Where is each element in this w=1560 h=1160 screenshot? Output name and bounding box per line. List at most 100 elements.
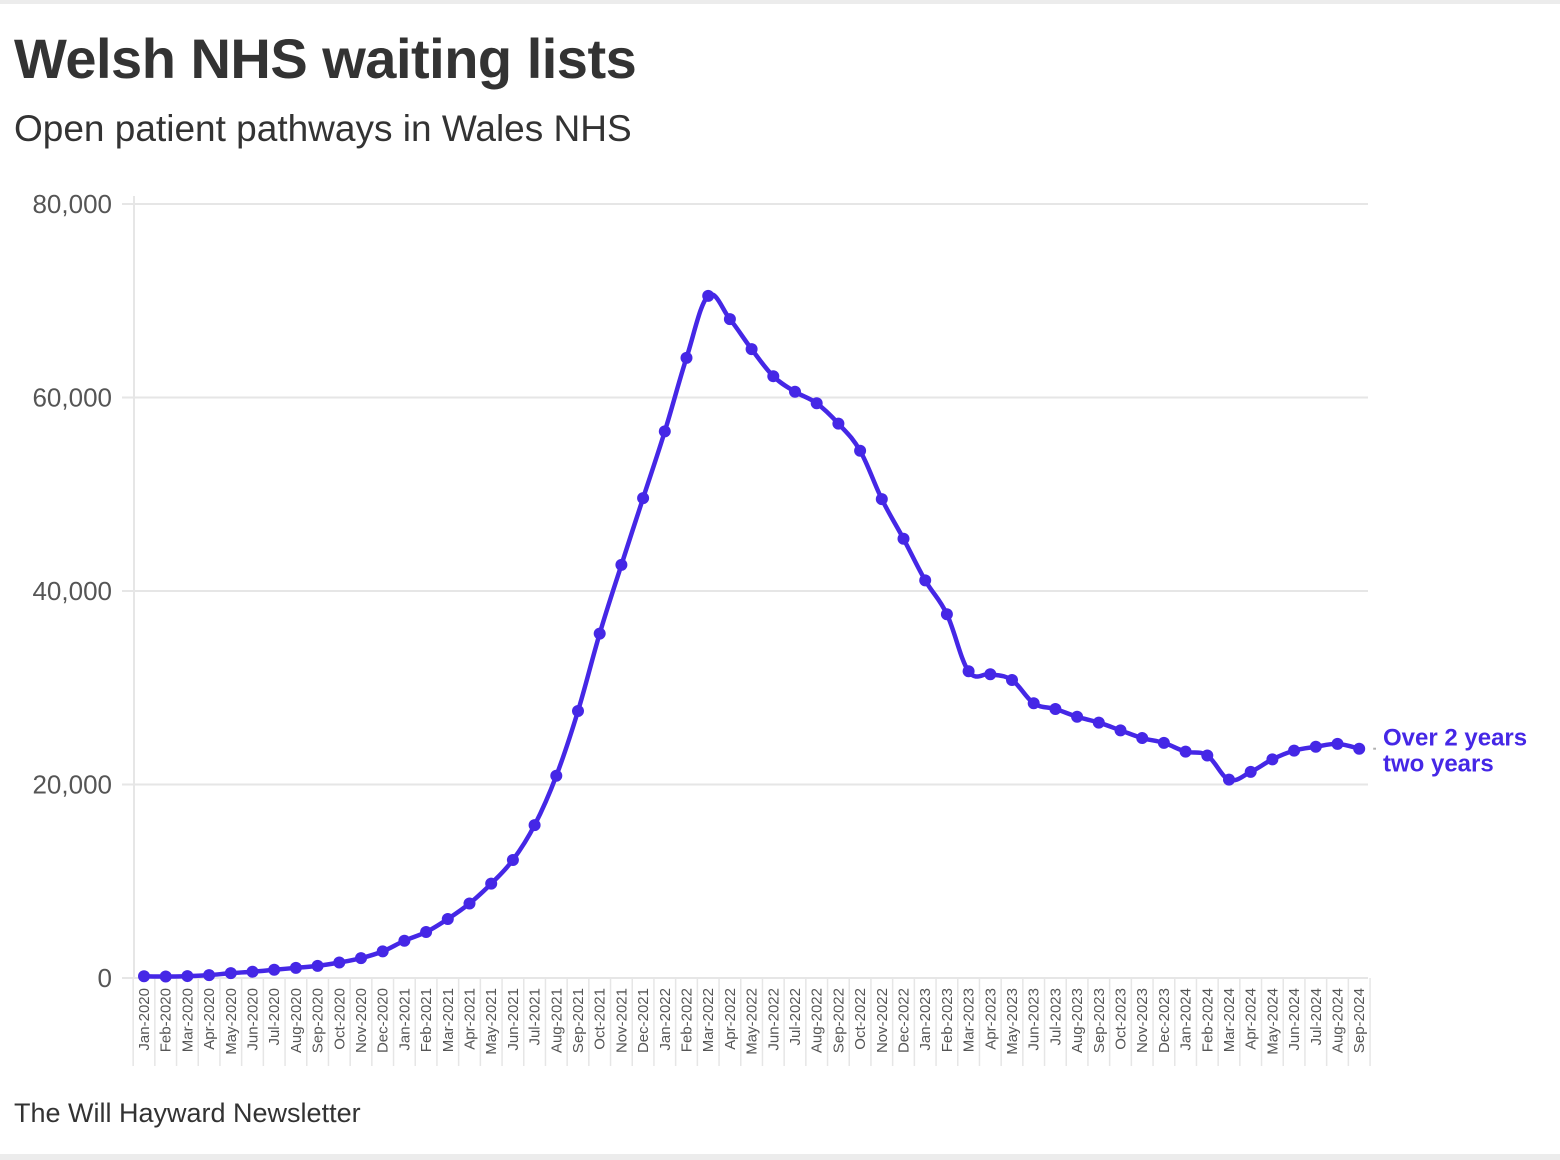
bottom-border (0, 1154, 1560, 1160)
series-end-label: two years (1383, 751, 1494, 778)
x-tick-label: Feb-2022 (679, 988, 696, 1052)
x-tick-label: Sep-2021 (570, 988, 587, 1053)
data-point (593, 627, 606, 640)
x-tick-label: Jan-2023 (917, 988, 934, 1051)
x-tick-label: Nov-2021 (613, 988, 630, 1053)
x-tick-label: Dec-2022 (896, 988, 913, 1053)
x-tick-label: Nov-2022 (874, 988, 891, 1053)
data-point (637, 492, 650, 505)
series-end-label: Over 2 years (1383, 725, 1527, 752)
x-tick-label: Mar-2023 (961, 988, 978, 1052)
data-point (1244, 765, 1257, 778)
data-point (854, 444, 867, 457)
data-point (984, 668, 997, 681)
x-tick-label: Jul-2022 (787, 988, 804, 1046)
data-point (680, 351, 693, 364)
data-point (355, 952, 367, 965)
data-point (506, 853, 519, 866)
x-tick-label: Aug-2023 (1069, 988, 1086, 1053)
data-point (723, 313, 736, 326)
data-point (463, 897, 476, 910)
data-point (181, 970, 194, 983)
x-tick-label: Sep-2024 (1351, 988, 1368, 1053)
data-point (767, 370, 780, 383)
x-tick-label: Jul-2023 (1047, 988, 1064, 1046)
data-point (789, 385, 801, 398)
x-tick-label: Mar-2020 (179, 988, 196, 1052)
data-point (1092, 716, 1105, 729)
x-tick-label: May-2023 (1004, 988, 1021, 1055)
data-point (1223, 773, 1235, 786)
data-point (1157, 736, 1170, 749)
x-tick-label: Dec-2023 (1156, 988, 1173, 1053)
x-tick-label: Jun-2021 (505, 988, 522, 1051)
x-tick-label: Apr-2021 (462, 988, 479, 1050)
data-point (615, 558, 628, 571)
x-tick-label: Jun-2024 (1286, 988, 1303, 1051)
x-tick-label: Jan-2024 (1178, 988, 1195, 1051)
data-point (311, 959, 324, 972)
data-point (398, 934, 411, 947)
x-tick-label: Sep-2020 (310, 988, 327, 1053)
x-tick-label: Aug-2022 (809, 988, 826, 1053)
top-border (0, 0, 1560, 4)
data-point (1179, 745, 1192, 758)
data-point (1049, 703, 1062, 716)
data-point (528, 819, 541, 832)
data-point (1331, 737, 1344, 750)
x-tick-label: May-2021 (483, 988, 500, 1055)
data-point (1353, 742, 1366, 755)
x-tick-label: Feb-2020 (158, 988, 175, 1052)
data-point (138, 970, 150, 983)
x-tick-label: Aug-2024 (1330, 988, 1347, 1053)
x-tick-label: Sep-2022 (830, 988, 847, 1053)
data-point (289, 961, 302, 974)
chart-subtitle: Open patient pathways in Wales NHS (14, 108, 632, 149)
x-tick-label: Jan-2021 (396, 988, 413, 1051)
x-tick-label: Mar-2021 (440, 988, 457, 1052)
x-tick-label: Mar-2022 (700, 988, 717, 1052)
x-tick-label: Jan-2020 (136, 988, 153, 1051)
x-tick-label: Feb-2021 (418, 988, 435, 1052)
data-point (745, 343, 758, 356)
x-tick-label: Jan-2022 (657, 988, 674, 1051)
x-tick-label: Jul-2020 (266, 988, 283, 1046)
grid-lines (122, 203, 1368, 979)
y-axis: 0 20,000 40,000 60,000 80,000 (32, 189, 135, 993)
data-point (441, 912, 454, 925)
x-tick-label: Mar-2024 (1221, 988, 1238, 1052)
x-tick-label: Oct-2022 (852, 988, 869, 1050)
data-point (224, 967, 237, 980)
x-tick-label: Dec-2020 (375, 988, 392, 1053)
x-tick-label: Oct-2020 (331, 988, 348, 1050)
data-point (485, 877, 498, 890)
data-point (875, 493, 888, 506)
x-tick-label: Dec-2021 (635, 988, 652, 1053)
source-footer: The Will Hayward Newsletter (14, 1098, 361, 1128)
data-point (159, 970, 172, 983)
data-point (333, 956, 346, 969)
x-tick-label: Apr-2020 (201, 988, 218, 1050)
data-point (658, 425, 671, 438)
data-point (1114, 724, 1127, 737)
data-point (1136, 732, 1149, 745)
data-point (1006, 674, 1018, 687)
x-tick-label: May-2024 (1264, 988, 1281, 1055)
data-point (1309, 740, 1322, 753)
x-tick-label: Apr-2023 (982, 988, 999, 1050)
data-point (1201, 749, 1214, 762)
data-point (702, 289, 715, 302)
data-point (832, 417, 845, 430)
y-tick-label: 80,000 (32, 189, 112, 219)
x-tick-label: Jul-2024 (1308, 988, 1325, 1046)
data-point (810, 397, 823, 410)
x-tick-label: Aug-2021 (548, 988, 565, 1053)
data-point (962, 665, 975, 678)
data-point (268, 963, 281, 976)
x-tick-label: Oct-2021 (592, 988, 609, 1050)
x-tick-label: Feb-2024 (1199, 988, 1216, 1052)
x-tick-label: Oct-2023 (1113, 988, 1130, 1050)
x-tick-label: Nov-2023 (1134, 988, 1151, 1053)
y-tick-label: 0 (98, 963, 112, 993)
